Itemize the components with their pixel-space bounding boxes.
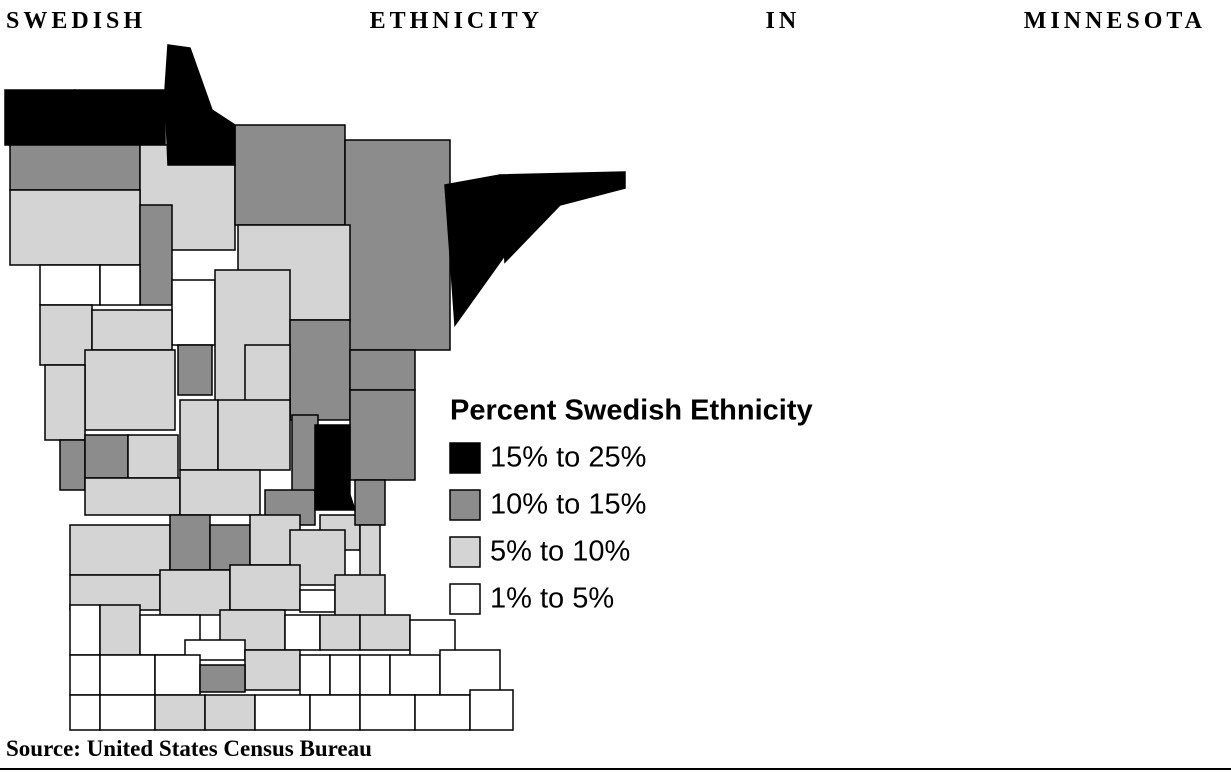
county [84,477,181,516]
county [84,434,129,479]
county [284,614,321,651]
county [139,204,173,306]
county [389,654,441,696]
county [344,139,451,351]
county [229,564,301,611]
county [69,694,101,731]
counties [4,44,626,731]
legend-label: 5% to 10% [490,536,630,568]
county [74,89,166,146]
county [359,654,391,696]
county [234,124,346,226]
county [177,344,213,396]
county [179,399,219,471]
county [359,694,416,731]
legend-swatch [449,583,481,615]
county [159,569,231,616]
legend: 15% to 25% 10% to 15% 5% to 10% 1% to 5% [449,442,646,615]
legend-swatch [449,536,481,568]
legend-label: 1% to 5% [490,583,614,615]
county [254,694,311,731]
county [334,574,386,621]
county [439,649,501,696]
county [469,689,514,731]
legend-swatch [449,442,481,474]
county [319,614,361,651]
county [69,604,101,656]
county [171,279,216,346]
county [99,264,141,306]
county [99,604,141,656]
county [69,524,171,576]
county [309,694,361,731]
county [217,399,291,471]
county [299,654,331,696]
county [314,424,357,511]
county [4,89,76,146]
county [91,309,173,351]
county [169,514,211,571]
county [9,189,141,266]
county [244,649,301,691]
county [179,469,261,516]
county [59,439,86,491]
legend-swatch [449,489,481,521]
county [204,694,256,731]
county [154,654,201,696]
county [414,694,471,731]
county [39,264,101,306]
county [444,174,506,328]
county [9,144,141,191]
legend-label: 10% to 15% [490,489,646,521]
county [69,654,101,696]
county [329,654,361,696]
legend-label: 15% to 25% [490,442,646,474]
source: Source: United States Census Bureau [6,736,372,761]
county [84,349,176,431]
county [209,524,251,571]
legend-title: Percent Swedish Ethnicity [450,395,813,427]
county [299,589,336,613]
county [44,364,86,441]
county [354,479,386,526]
county [359,614,411,651]
county [39,304,93,366]
county [127,434,179,479]
county [349,349,416,391]
county [499,171,626,264]
rule [0,768,1231,770]
county [99,694,156,731]
county [154,694,206,731]
county [349,389,416,481]
county [164,44,236,166]
county [99,654,156,696]
county [289,319,351,421]
county [291,414,319,496]
county [199,664,246,693]
title: SWEDISH ETHNICITY IN MINNESOTA [6,8,1206,34]
